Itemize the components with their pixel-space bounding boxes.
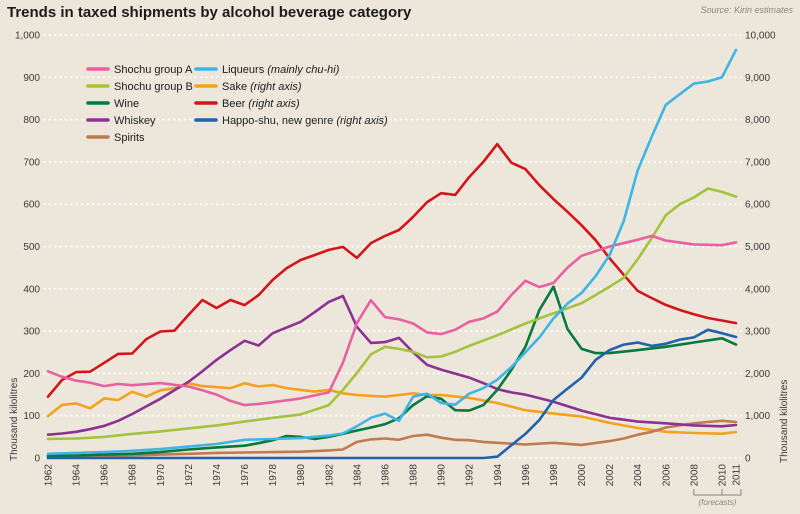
left-axis-tick-label: 700 bbox=[23, 157, 40, 168]
series-line-liqueurs bbox=[46, 48, 738, 456]
x-axis-ticks: 1962 1964 1966 1968 1970 1972 1974 1976 1978 1980… bbox=[44, 464, 743, 487]
series-line-whiskey bbox=[46, 294, 738, 437]
left-axis-tick-label: 0 bbox=[34, 454, 40, 465]
x-axis-tick-label: 1988 bbox=[409, 464, 420, 487]
right-axis-title: Thousand kilolitres bbox=[779, 380, 790, 463]
x-axis-tick-label: 1986 bbox=[381, 464, 392, 487]
left-axis-tick-label: 600 bbox=[23, 200, 40, 211]
x-axis-tick-label: 1996 bbox=[521, 464, 532, 487]
legend-item-sake: Sake (right axis) bbox=[194, 81, 302, 93]
legend-label-liqueurs: Liqueurs (mainly chu-hi) bbox=[222, 64, 340, 76]
forecast-bracket-line bbox=[693, 489, 742, 496]
series-line-happoshu bbox=[46, 328, 738, 460]
right-axis-tick-label: 5,000 bbox=[745, 242, 770, 253]
x-axis-tick-label: 1998 bbox=[549, 464, 560, 487]
series-line-sake bbox=[46, 381, 738, 436]
forecast-bracket: (forecasts) bbox=[693, 489, 742, 507]
source-note: Source: Kirin estimates bbox=[700, 5, 793, 15]
legend-label-whiskey: Whiskey bbox=[114, 115, 156, 127]
right-axis-tick-label: 0 bbox=[745, 454, 751, 465]
series-line-shochu_a bbox=[46, 234, 738, 407]
legend-item-spirits: Spirits bbox=[86, 132, 145, 144]
x-axis-tick-label: 2002 bbox=[605, 464, 616, 487]
x-axis-tick-label: 1966 bbox=[100, 464, 111, 487]
legend-item-whiskey: Whiskey bbox=[86, 115, 156, 127]
legend-item-liqueurs: Liqueurs (mainly chu-hi) bbox=[194, 64, 340, 76]
left-axis-tick-label: 300 bbox=[23, 327, 40, 338]
right-axis-tick-label: 1,000 bbox=[745, 411, 770, 422]
page-title: Trends in taxed shipments by alcohol bev… bbox=[7, 4, 412, 21]
left-axis-ticks: 0 100 200 300 400 500 600 700 800 900 1,000 bbox=[15, 31, 40, 465]
legend-label-sake: Sake (right axis) bbox=[222, 81, 302, 93]
series-line-wine bbox=[46, 285, 738, 458]
x-axis-tick-label: 1994 bbox=[493, 464, 504, 487]
x-axis-tick-label: 1970 bbox=[156, 464, 167, 487]
x-axis-tick-label: 1982 bbox=[324, 464, 335, 487]
legend-item-shochu_a: Shochu group A bbox=[86, 64, 193, 76]
left-axis-tick-label: 100 bbox=[23, 411, 40, 422]
right-axis-tick-label: 9,000 bbox=[745, 73, 770, 84]
series-line-shochu_b bbox=[46, 187, 738, 441]
x-axis-tick-label: 2010 bbox=[718, 464, 729, 487]
right-axis-tick-label: 3,000 bbox=[745, 327, 770, 338]
legend-label-shochu_a: Shochu group A bbox=[114, 64, 193, 76]
series-line-spirits bbox=[46, 419, 738, 459]
legend-label-shochu_b: Shochu group B bbox=[114, 81, 193, 93]
x-axis-tick-label: 2000 bbox=[577, 464, 588, 487]
left-axis-tick-label: 400 bbox=[23, 284, 40, 295]
legend-label-happoshu: Happo-shu, new genre (right axis) bbox=[222, 115, 388, 127]
right-axis-ticks: 0 1,000 2,000 3,000 4,000 5,000 6,000 7,000 8,00… bbox=[745, 31, 776, 465]
legend-label-beer: Beer (right axis) bbox=[222, 98, 300, 110]
left-axis-tick-label: 500 bbox=[23, 242, 40, 253]
right-axis-tick-label: 6,000 bbox=[745, 200, 770, 211]
x-axis-tick-label: 1962 bbox=[44, 464, 55, 487]
right-axis-tick-label: 8,000 bbox=[745, 115, 770, 126]
left-axis-tick-label: 200 bbox=[23, 369, 40, 380]
x-axis-tick-label: 1974 bbox=[212, 464, 223, 487]
right-axis-tick-label: 10,000 bbox=[745, 31, 776, 42]
left-axis-tick-label: 900 bbox=[23, 73, 40, 84]
forecast-label: (forecasts) bbox=[699, 498, 737, 507]
series-line-beer bbox=[46, 142, 738, 399]
x-axis-tick-label: 1984 bbox=[352, 464, 363, 487]
chart-legend: Shochu group A Shochu group B Wine Whiskey S… bbox=[86, 64, 388, 144]
x-axis-tick-label: 2008 bbox=[689, 464, 700, 487]
x-axis-tick-label: 1990 bbox=[437, 464, 448, 487]
legend-item-wine: Wine bbox=[86, 98, 139, 110]
series-lines bbox=[46, 48, 738, 460]
right-axis-tick-label: 7,000 bbox=[745, 157, 770, 168]
x-axis-tick-label: 2011 bbox=[732, 464, 743, 486]
left-axis-title: Thousand kilolitres bbox=[9, 378, 20, 461]
legend-item-beer: Beer (right axis) bbox=[194, 98, 300, 110]
x-axis-tick-label: 1968 bbox=[128, 464, 139, 487]
x-axis-tick-label: 2006 bbox=[661, 464, 672, 487]
legend-item-happoshu: Happo-shu, new genre (right axis) bbox=[194, 115, 388, 127]
x-axis-tick-label: 1972 bbox=[184, 464, 195, 487]
right-axis-tick-label: 2,000 bbox=[745, 369, 770, 380]
x-axis-tick-label: 1964 bbox=[72, 464, 83, 487]
legend-label-wine: Wine bbox=[114, 98, 139, 110]
legend-item-shochu_b: Shochu group B bbox=[86, 81, 193, 93]
legend-label-spirits: Spirits bbox=[114, 132, 145, 144]
left-axis-tick-label: 1,000 bbox=[15, 31, 40, 42]
x-axis-tick-label: 2004 bbox=[633, 464, 644, 487]
x-axis-tick-label: 1992 bbox=[465, 464, 476, 487]
x-axis-tick-label: 1980 bbox=[296, 464, 307, 487]
right-axis-tick-label: 4,000 bbox=[745, 284, 770, 295]
x-axis-tick-label: 1976 bbox=[240, 464, 251, 487]
left-axis-tick-label: 800 bbox=[23, 115, 40, 126]
x-axis-tick-label: 1978 bbox=[268, 464, 279, 487]
